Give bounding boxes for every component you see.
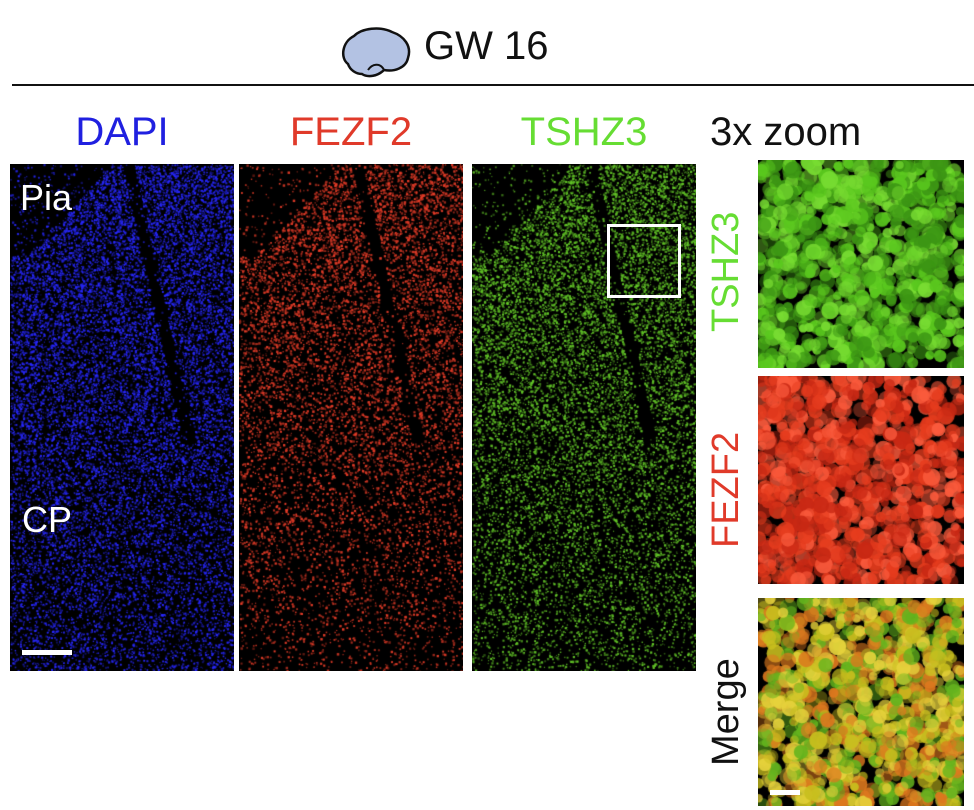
tshz3-panel	[472, 164, 696, 671]
zoom-panel-fezf2	[758, 376, 964, 584]
zoom-region-box	[607, 224, 681, 298]
row-label-fezf2: FEZF2	[705, 431, 747, 548]
dapi-panel	[10, 164, 234, 671]
scale-bar	[22, 650, 72, 655]
header-divider	[12, 84, 974, 86]
zoom-panel-merge	[758, 598, 964, 806]
column-label-zoom: 3x zoom	[710, 110, 862, 154]
fezf2-panel	[239, 164, 463, 671]
cp-label: CP	[22, 499, 73, 540]
brain-icon	[341, 27, 411, 78]
pia-label: Pia	[20, 177, 73, 218]
zoom-scale-bar	[770, 790, 800, 795]
column-label-tshz3: TSHZ3	[520, 110, 648, 154]
column-label-fezf2: FEZF2	[289, 110, 413, 154]
zoom-panel-tshz3	[758, 160, 964, 368]
row-label-tshz3: TSHZ3	[705, 211, 747, 332]
row-label-merge: Merge	[705, 658, 747, 766]
column-label-dapi: DAPI	[75, 110, 169, 154]
figure-title: GW 16	[424, 24, 549, 68]
